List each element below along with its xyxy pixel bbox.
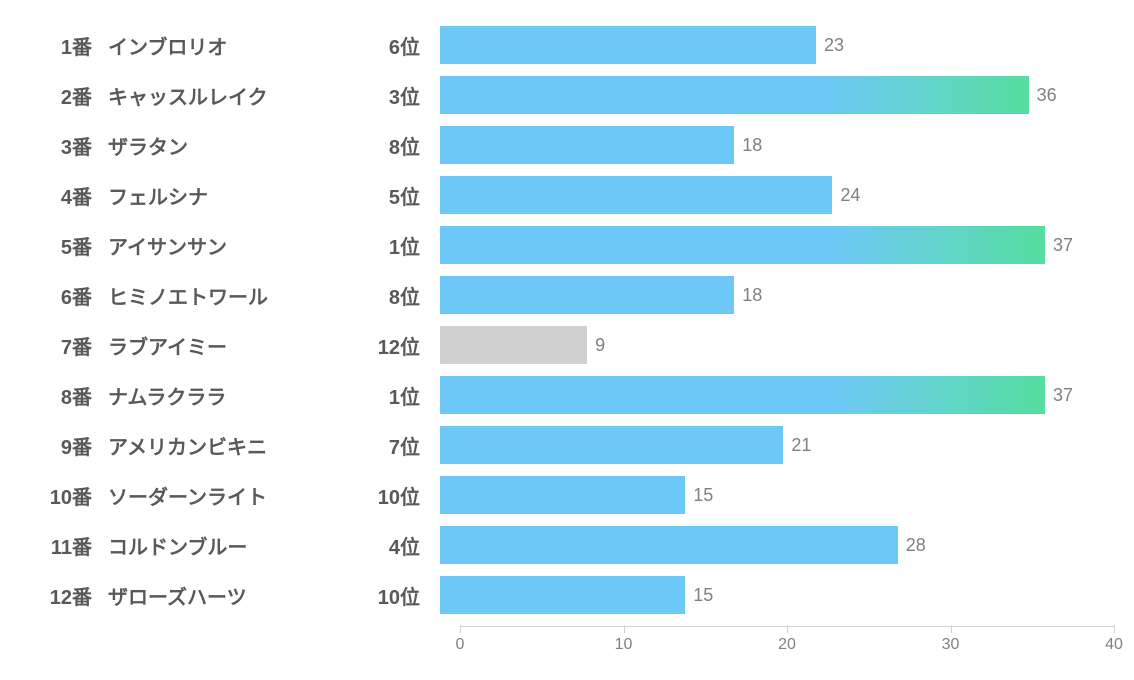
bar-value-label: 21 <box>783 420 811 470</box>
entry-name: インブロリオ <box>100 31 360 60</box>
chart-row: 11番コルドンブルー4位 28 <box>20 520 1114 570</box>
bar <box>440 476 685 514</box>
bar-value-label: 24 <box>832 170 860 220</box>
bar <box>440 326 587 364</box>
entry-name: ソーダーンライト <box>100 481 360 510</box>
bar-value-label: 36 <box>1029 70 1057 120</box>
entry-rank: 8位 <box>360 131 440 160</box>
entry-name: フェルシナ <box>100 181 360 210</box>
entry-number: 3番 <box>20 131 100 160</box>
entry-name: ラブアイミー <box>100 331 360 360</box>
chart-row: 8番ナムラクララ1位 37 <box>20 370 1114 420</box>
chart-row: 2番キャッスルレイク3位 36 <box>20 70 1114 120</box>
axis-line: 010203040 <box>460 626 1114 627</box>
entry-rank: 12位 <box>360 331 440 360</box>
bar-value-label: 18 <box>734 270 762 320</box>
entry-number: 2番 <box>20 81 100 110</box>
chart-row: 5番アイサンサン1位 37 <box>20 220 1114 270</box>
bar-track: 24 <box>440 170 1114 220</box>
chart-row: 6番ヒミノエトワール8位 18 <box>20 270 1114 320</box>
bar-track: 18 <box>440 120 1114 170</box>
bar-track: 36 <box>440 70 1114 120</box>
entry-rank: 8位 <box>360 281 440 310</box>
bar-track: 18 <box>440 270 1114 320</box>
entry-number: 4番 <box>20 181 100 210</box>
bar-track: 37 <box>440 370 1114 420</box>
bar <box>440 376 1045 414</box>
bar <box>440 26 816 64</box>
ranking-bar-chart: 1番インブロリオ6位232番キャッスルレイク3位363番ザラタン8位184番フェ… <box>20 20 1114 620</box>
bar-value-label: 23 <box>816 20 844 70</box>
entry-rank: 1位 <box>360 231 440 260</box>
bar <box>440 126 734 164</box>
axis-tick-label: 10 <box>615 636 633 654</box>
entry-name: ザローズハーツ <box>100 581 360 610</box>
entry-rank: 7位 <box>360 431 440 460</box>
entry-number: 12番 <box>20 581 100 610</box>
entry-rank: 4位 <box>360 531 440 560</box>
bar-value-label: 15 <box>685 570 713 620</box>
entry-number: 5番 <box>20 231 100 260</box>
bar-track: 15 <box>440 570 1114 620</box>
bar <box>440 276 734 314</box>
entry-number: 8番 <box>20 381 100 410</box>
axis-tick-label: 30 <box>942 636 960 654</box>
chart-row: 9番アメリカンビキニ7位 21 <box>20 420 1114 470</box>
axis-tick <box>951 625 952 633</box>
bar <box>440 426 783 464</box>
bar-track: 23 <box>440 20 1114 70</box>
bar-value-label: 37 <box>1045 220 1073 270</box>
entry-number: 6番 <box>20 281 100 310</box>
entry-name: ザラタン <box>100 131 360 160</box>
chart-row: 1番インブロリオ6位 23 <box>20 20 1114 70</box>
entry-rank: 10位 <box>360 581 440 610</box>
chart-row: 4番フェルシナ5位 24 <box>20 170 1114 220</box>
axis-tick-label: 20 <box>778 636 796 654</box>
entry-number: 9番 <box>20 431 100 460</box>
bar <box>440 576 685 614</box>
bar-track: 37 <box>440 220 1114 270</box>
axis-tick <box>787 625 788 633</box>
axis-tick-label: 40 <box>1105 636 1123 654</box>
bar-track: 9 <box>440 320 1114 370</box>
chart-row: 10番ソーダーンライト10位 15 <box>20 470 1114 520</box>
entry-name: ヒミノエトワール <box>100 281 360 310</box>
entry-name: ナムラクララ <box>100 381 360 410</box>
chart-row: 7番ラブアイミー12位 9 <box>20 320 1114 370</box>
bar-value-label: 28 <box>898 520 926 570</box>
bar <box>440 176 832 214</box>
bar-track: 21 <box>440 420 1114 470</box>
bar-value-label: 18 <box>734 120 762 170</box>
entry-name: アメリカンビキニ <box>100 431 360 460</box>
bar-value-label: 37 <box>1045 370 1073 420</box>
entry-name: コルドンブルー <box>100 531 360 560</box>
chart-row: 12番ザローズハーツ10位 15 <box>20 570 1114 620</box>
bar-track: 28 <box>440 520 1114 570</box>
chart-row: 3番ザラタン8位 18 <box>20 120 1114 170</box>
axis-tick <box>1114 625 1115 633</box>
entry-name: アイサンサン <box>100 231 360 260</box>
entry-number: 11番 <box>20 531 100 560</box>
entry-number: 10番 <box>20 481 100 510</box>
bar <box>440 76 1029 114</box>
entry-rank: 3位 <box>360 81 440 110</box>
entry-number: 1番 <box>20 31 100 60</box>
bar <box>440 526 898 564</box>
bar-value-label: 9 <box>587 320 605 370</box>
entry-number: 7番 <box>20 331 100 360</box>
axis-tick <box>624 625 625 633</box>
chart-rows: 1番インブロリオ6位232番キャッスルレイク3位363番ザラタン8位184番フェ… <box>20 20 1114 620</box>
bar <box>440 226 1045 264</box>
entry-rank: 10位 <box>360 481 440 510</box>
entry-name: キャッスルレイク <box>100 81 360 110</box>
entry-rank: 1位 <box>360 381 440 410</box>
bar-track: 15 <box>440 470 1114 520</box>
axis-tick-label: 0 <box>456 636 465 654</box>
bar-value-label: 15 <box>685 470 713 520</box>
axis-tick <box>460 625 461 633</box>
entry-rank: 5位 <box>360 181 440 210</box>
entry-rank: 6位 <box>360 31 440 60</box>
